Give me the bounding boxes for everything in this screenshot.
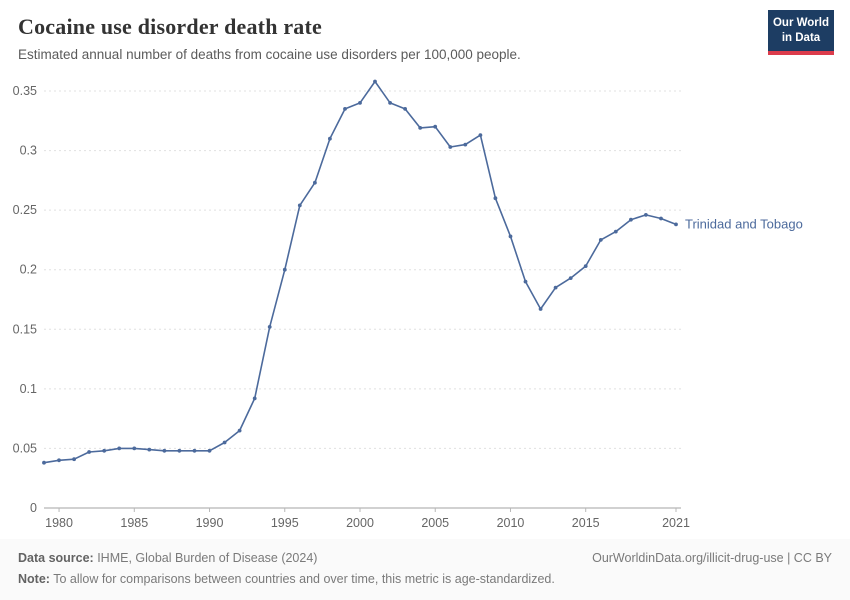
y-tick-label: 0 (30, 501, 37, 515)
series-point (508, 234, 513, 239)
source-text: Data source: IHME, Global Burden of Dise… (18, 551, 317, 565)
series-point (403, 107, 407, 111)
owid-logo-line1: Our World (772, 17, 829, 29)
series-point (57, 458, 61, 463)
series-point (674, 222, 678, 227)
series-point (583, 264, 588, 268)
series-point (328, 136, 332, 141)
y-tick-label: 0.1 (20, 382, 37, 396)
y-tick-label: 0.15 (13, 322, 37, 336)
series-point (418, 126, 423, 130)
series-point (343, 107, 347, 111)
series-point (117, 446, 122, 451)
owid-logo[interactable]: Our World in Data (768, 10, 834, 55)
series-line (43, 80, 677, 464)
series-point (613, 229, 618, 234)
x-tick-label: 2015 (572, 516, 600, 530)
series-point (72, 457, 76, 462)
y-tick-label: 0.35 (13, 84, 37, 98)
series-point (42, 460, 46, 465)
series-point (162, 448, 167, 453)
series-point (629, 217, 633, 222)
series-point (478, 133, 483, 137)
note-text: To allow for comparisons between countri… (49, 572, 555, 586)
series-point (207, 448, 212, 453)
chart-subtitle: Estimated annual number of deaths from c… (18, 47, 521, 62)
series-point (568, 276, 573, 280)
x-tick-label: 2021 (662, 516, 690, 530)
source-value: IHME, Global Burden of Disease (2024) (93, 551, 318, 565)
series-point (177, 448, 182, 453)
series-point (448, 145, 453, 149)
series-point (313, 180, 317, 185)
y-tick-label: 0.25 (13, 203, 37, 217)
x-tick-label: 1985 (120, 516, 148, 530)
entity-label[interactable]: Trinidad and Tobago (685, 216, 803, 231)
series-point (493, 196, 498, 201)
owid-logo-line2: in Data (781, 31, 821, 44)
series-point (433, 124, 438, 129)
chart-header: Cocaine use disorder death rate Estimate… (18, 14, 750, 62)
series-point (87, 450, 91, 454)
y-tick-label: 0.3 (20, 144, 37, 158)
series-point (598, 238, 603, 242)
series-point (373, 79, 377, 84)
series-point (102, 448, 107, 453)
footer-source-row: Data source: IHME, Global Burden of Dise… (18, 551, 832, 565)
chart-footer: Data source: IHME, Global Burden of Dise… (0, 539, 850, 600)
x-tick-label: 1980 (45, 516, 73, 530)
series-point (222, 440, 227, 445)
series-point (553, 285, 558, 290)
series-point (644, 213, 648, 217)
license-link[interactable]: OurWorldinData.org/illicit-drug-use | CC… (592, 551, 832, 565)
source-label: Data source: (18, 551, 94, 565)
chart-canvas: 0 0.05 0.1 0.15 0.2 0.25 0.3 0.35 1980 1985 1990 19… (13, 79, 803, 530)
y-tick-label: 0.05 (13, 441, 37, 455)
series-point (252, 396, 257, 401)
series-point (237, 428, 242, 433)
x-tick-label: 2005 (421, 516, 449, 530)
y-tick-label: 0.2 (20, 263, 37, 277)
x-tick-label: 1995 (271, 516, 299, 530)
series-point (358, 101, 362, 105)
series-point (297, 203, 302, 208)
x-tick-label: 1990 (196, 516, 224, 530)
footer-note-row: Note: To allow for comparisons between c… (18, 572, 832, 586)
series-point (538, 307, 543, 311)
chart-title: Cocaine use disorder death rate (18, 14, 322, 39)
series-point (192, 448, 197, 453)
series-point (463, 142, 468, 147)
series-point (267, 325, 272, 329)
x-tick-label: 2000 (346, 516, 374, 530)
series-point (147, 447, 152, 452)
series-point (659, 216, 663, 221)
series-point (523, 279, 528, 284)
series-point (132, 446, 137, 451)
series-point (388, 101, 392, 105)
note-label: Note: (18, 572, 50, 586)
x-tick-label: 2010 (497, 516, 525, 530)
series-point (282, 267, 287, 272)
